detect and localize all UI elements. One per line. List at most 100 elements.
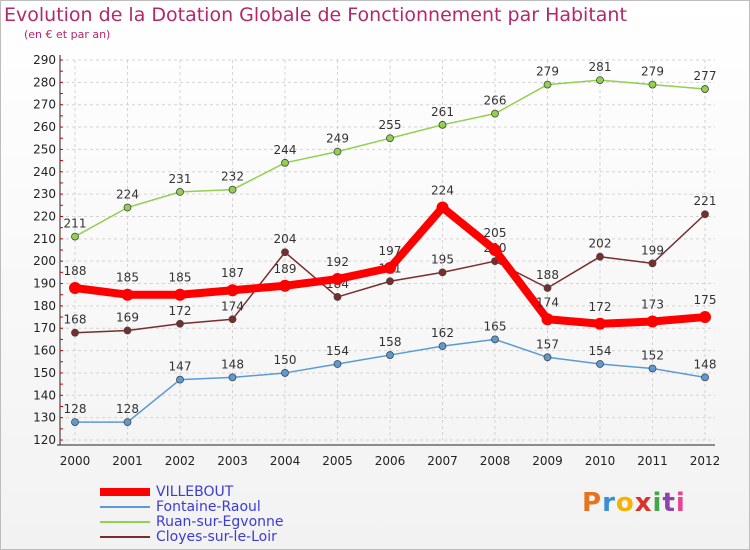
y-tick-label: 210	[33, 232, 56, 246]
y-tick-label: 260	[33, 120, 56, 134]
data-label: 279	[536, 65, 559, 79]
y-tick-label: 160	[33, 344, 56, 358]
data-point	[596, 252, 604, 261]
data-point	[596, 76, 604, 85]
data-label: 202	[589, 237, 612, 251]
y-tick-label: 150	[33, 366, 56, 380]
data-label: 187	[221, 266, 244, 280]
data-point	[594, 317, 606, 330]
logo-letter: x	[634, 488, 653, 518]
y-tick-label: 250	[33, 142, 56, 156]
data-point	[386, 277, 394, 286]
data-point	[596, 360, 604, 368]
x-tick-label: 2012	[690, 454, 721, 468]
data-label: 195	[431, 252, 454, 266]
data-point	[543, 80, 552, 89]
data-label: 169	[116, 310, 139, 324]
data-label: 154	[589, 344, 612, 358]
data-point	[491, 335, 499, 344]
data-label: 281	[589, 60, 612, 74]
logo-letter: r	[602, 488, 616, 518]
data-point	[333, 360, 342, 368]
x-tick-label: 2003	[217, 454, 248, 468]
data-label: 205	[484, 226, 507, 240]
y-tick-label: 180	[33, 299, 56, 313]
data-label: 152	[641, 348, 664, 362]
data-label: 224	[116, 188, 139, 202]
data-point	[646, 315, 659, 328]
data-point	[438, 120, 447, 129]
y-tick-label: 230	[33, 187, 56, 201]
data-point	[281, 248, 289, 257]
data-point	[386, 351, 394, 359]
x-tick-label: 2008	[480, 454, 511, 468]
data-label: 188	[64, 264, 87, 278]
data-point	[176, 187, 184, 196]
logo-letter: P	[582, 488, 603, 518]
data-label: 172	[589, 300, 612, 314]
data-label: 189	[274, 262, 297, 276]
legend-label: VILLEBOUT	[156, 484, 234, 500]
data-point	[228, 185, 237, 194]
data-label: 277	[694, 69, 717, 83]
data-point	[489, 244, 501, 256]
data-point	[176, 375, 184, 384]
data-label: 147	[169, 360, 192, 374]
data-label: 128	[64, 402, 87, 416]
data-label: 261	[431, 105, 454, 119]
data-point	[701, 85, 709, 93]
y-tick-label: 130	[33, 411, 56, 425]
data-label: 197	[379, 244, 402, 258]
data-point	[648, 259, 657, 268]
data-point	[174, 288, 186, 301]
y-tick-label: 120	[33, 433, 56, 447]
data-label: 231	[169, 172, 192, 186]
logo-letter: o	[615, 488, 635, 518]
data-label: 204	[274, 232, 297, 246]
data-label: 158	[379, 335, 402, 349]
logo-letter: t	[662, 488, 676, 518]
data-point	[543, 284, 552, 292]
data-label: 148	[694, 357, 717, 371]
legend-label: Cloyes-sur-le-Loir	[156, 529, 277, 545]
data-label: 150	[274, 353, 297, 367]
data-label: 266	[484, 94, 507, 108]
data-point	[648, 80, 657, 89]
y-tick-label: 140	[33, 388, 56, 402]
y-tick-label: 270	[33, 98, 56, 112]
y-tick-label: 170	[33, 321, 56, 335]
y-tick-label: 220	[33, 209, 56, 223]
data-label: 255	[379, 118, 402, 132]
data-point	[228, 373, 237, 382]
data-point	[701, 210, 709, 219]
data-label: 244	[274, 143, 297, 157]
x-tick-label: 2002	[165, 454, 196, 468]
data-point	[176, 319, 184, 328]
x-tick-label: 2009	[532, 454, 563, 468]
data-point	[386, 134, 394, 143]
data-point	[491, 109, 499, 118]
data-point	[541, 313, 554, 326]
data-label: 165	[484, 319, 507, 333]
data-label: 173	[641, 298, 664, 312]
x-tick-label: 2010	[585, 454, 616, 468]
data-point	[71, 328, 79, 337]
data-label: 174	[221, 299, 244, 313]
data-point	[438, 342, 447, 351]
data-point	[228, 315, 237, 324]
x-tick-label: 2007	[427, 454, 458, 468]
data-label: 279	[641, 65, 664, 79]
data-point	[648, 364, 657, 373]
data-point	[123, 326, 132, 335]
data-label: 168	[64, 313, 87, 327]
data-point	[543, 353, 552, 362]
data-point	[333, 293, 342, 301]
logo-letter: i	[675, 488, 686, 518]
data-label: 185	[116, 271, 139, 285]
data-label: 199	[641, 243, 664, 257]
chart-subtitle: (en € et par an)	[24, 28, 111, 41]
legend-swatch	[100, 521, 150, 523]
data-label: 128	[116, 402, 139, 416]
data-point	[331, 273, 344, 286]
